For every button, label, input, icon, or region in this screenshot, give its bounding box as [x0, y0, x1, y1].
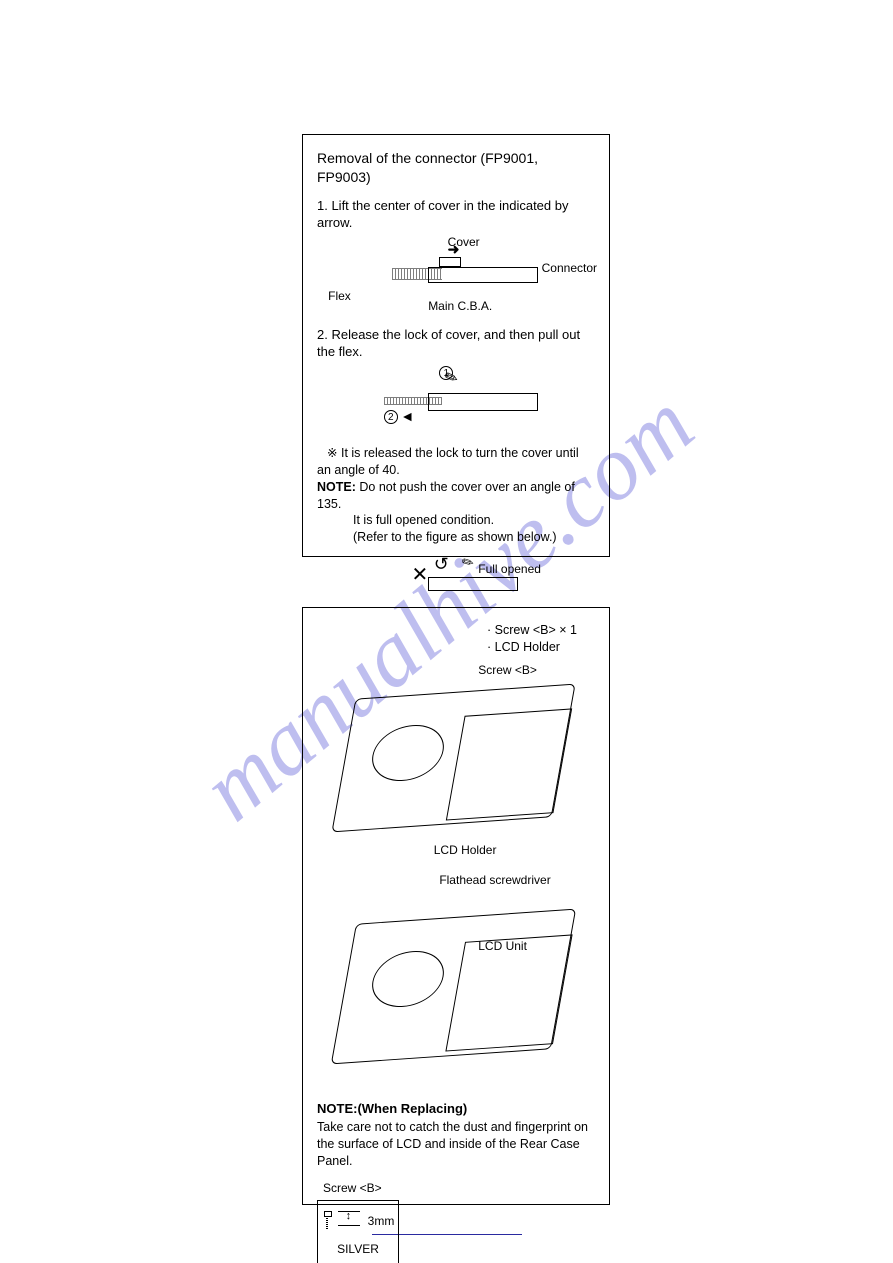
screw-color: SILVER [318, 1241, 398, 1257]
panel2-inner: Screw <B> × 1 LCD Holder Screw <B> LCD H… [303, 608, 609, 1263]
panel-connector-removal: Removal of the connector (FP9001, FP9003… [302, 134, 610, 557]
star-symbol: ※ [327, 446, 337, 460]
note-line3: (Refer to the figure as shown below.) [353, 529, 595, 546]
note2-body: Take care not to catch the dust and fing… [317, 1119, 595, 1170]
label-lcd-unit: LCD Unit [478, 938, 527, 954]
connector-body-shape [428, 267, 538, 283]
panel1-title: Removal of the connector (FP9001, FP9003… [317, 149, 595, 187]
diagram-connector: Cover ➜ Connector Flex Main C.B.A. [317, 234, 595, 316]
note2-heading: NOTE:(When Replacing) [317, 1101, 467, 1116]
connector-body-shape-3 [428, 577, 518, 591]
panel2-bullets: Screw <B> × 1 LCD Holder [317, 622, 595, 656]
note-line2: It is full opened condition. [353, 512, 595, 529]
panel-lcd-holder: Screw <B> × 1 LCD Holder Screw <B> LCD H… [302, 607, 610, 1205]
label-flex: Flex [328, 288, 351, 304]
label-full-opened: Full opened [478, 561, 541, 577]
star-note-text: It is released the lock to turn the cove… [317, 446, 579, 477]
screw-row: ↕ 3mm [318, 1207, 398, 1235]
label-main-cba: Main C.B.A. [428, 298, 492, 314]
hand-icon: ✎ [442, 366, 462, 391]
arrow-left-icon: ◄ [400, 407, 414, 426]
cover-tab-shape [439, 257, 461, 267]
circle-2: 2 [384, 410, 398, 424]
panel1-step1: 1. Lift the center of cover in the indic… [317, 197, 595, 232]
curve-arrow-icon: ↺ [434, 552, 449, 576]
connector-body-shape-2 [428, 393, 538, 411]
screw-spec-box: ↕ 3mm SILVER [317, 1200, 399, 1263]
page-root: manualhive.com Removal of the connector … [0, 0, 893, 1263]
diagram-device-top: Screw <B> LCD Holder [317, 662, 595, 872]
device-inner-rect-1 [446, 709, 572, 821]
note-line1: Do not push the cover over an angle of 1… [317, 480, 575, 511]
bullet-lcd-holder: LCD Holder [487, 639, 595, 656]
panel1-inner: Removal of the connector (FP9001, FP9003… [303, 135, 609, 616]
note-label: NOTE: [317, 480, 356, 494]
label-lcd-holder: LCD Holder [434, 842, 497, 858]
label-connector: Connector [542, 260, 597, 276]
x-mark-icon: ✕ [412, 562, 429, 589]
bullet-screw: Screw <B> × 1 [487, 622, 595, 639]
hand-icon-2: ✎ [458, 551, 478, 573]
panel1-step2: 2. Release the lock of cover, and then p… [317, 326, 595, 361]
panel2-note: NOTE:(When Replacing) Take care not to c… [317, 1100, 595, 1170]
label-screw-b: Screw <B> [478, 662, 537, 678]
diagram-release-lock: 1 ✎ 2 ◄ [317, 363, 595, 439]
panel1-notes: ※ It is released the lock to turn the co… [317, 445, 595, 546]
diagram-device-bottom: Flathead screwdriver LCD Unit [317, 872, 595, 1092]
length-icon: ↕ [338, 1211, 362, 1231]
diagram-full-opened: ✕ ↺ ✎ Full opened [317, 548, 595, 606]
screw-length: 3mm [368, 1213, 395, 1229]
screw-caption: Screw <B> [323, 1180, 595, 1196]
label-flathead: Flathead screwdriver [439, 872, 550, 888]
screw-icon [322, 1211, 332, 1231]
